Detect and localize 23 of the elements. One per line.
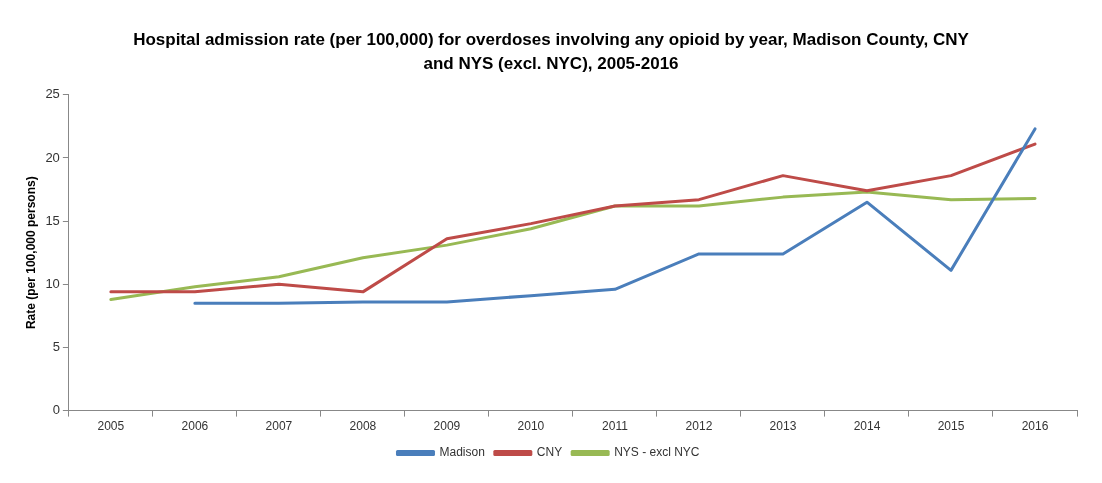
y-axis-title: Rate (per 100,000 persons) [23,176,38,330]
x-tick-label: 2015 [937,419,965,434]
legend-label: CNY [536,445,563,460]
legend-label: Madison [439,445,485,460]
x-tick-label: 2006 [181,419,209,434]
y-tick-label: 5 [52,339,60,355]
x-tick-label: 2013 [769,419,797,434]
x-tick-label: 2010 [517,419,545,434]
y-tick-label: 25 [45,86,60,102]
x-tick-label: 2008 [349,419,377,434]
chart-title: Hospital admission rate (per 100,000) for overdoses involving any opioid by year, Madison County, CNY and NYS (excl. NYC), 2005-2016 [132,29,970,75]
x-tick-label: 2011 [602,419,629,434]
y-tick-label: 0 [52,402,60,418]
y-tick-label: 20 [45,149,60,165]
x-tick-label: 2016 [1021,419,1049,434]
x-tick-label: 2005 [97,419,125,434]
legend-label: NYS - excl NYC [614,445,700,460]
x-tick-label: 2014 [853,419,881,434]
x-tick-label: 2009 [433,419,461,434]
x-tick-label: 2012 [685,419,713,434]
x-tick-label: 2007 [265,419,293,434]
y-tick-label: 10 [45,275,60,291]
y-tick-label: 15 [45,212,60,228]
